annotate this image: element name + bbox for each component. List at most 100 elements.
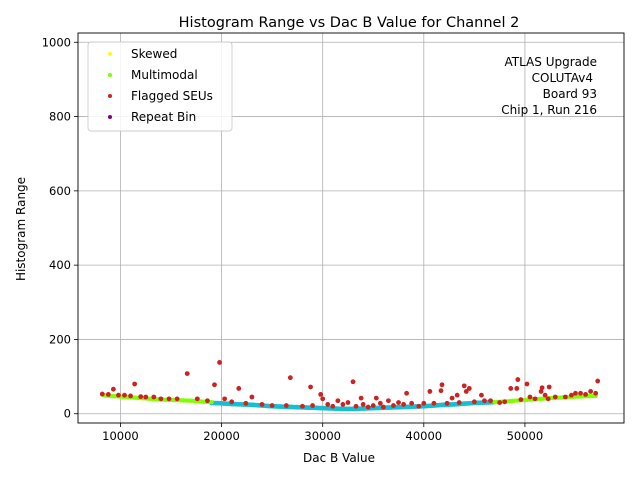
legend-label: Flagged SEUs: [131, 89, 213, 103]
flagged-seu-point: [320, 396, 326, 402]
flagged-seu-point: [249, 394, 255, 400]
flagged-seu-point: [122, 392, 127, 398]
flagged-seu-point: [243, 400, 249, 406]
legend-label: Repeat Bin: [131, 110, 196, 124]
flagged-seu-point: [583, 392, 588, 397]
multimodal-point: [209, 400, 214, 405]
flagged-seu-point: [377, 400, 383, 406]
x-tick-label: 40000: [406, 429, 443, 443]
flagged-seu-point: [588, 389, 594, 394]
y-tick-label: 400: [49, 258, 71, 272]
flagged-seu-point: [431, 400, 437, 406]
x-tick-label: 20000: [203, 429, 240, 443]
flagged-seu-point: [539, 385, 545, 391]
flagged-seu-point: [365, 404, 371, 410]
annotation-line: Board 93: [543, 87, 597, 101]
chart-title: Histogram Range vs Dac B Value for Chann…: [179, 15, 520, 31]
flagged-seu-point: [269, 403, 275, 408]
flagged-seu-point: [396, 400, 401, 405]
flagged-seu-point: [116, 392, 121, 398]
flagged-seu-point: [552, 394, 558, 400]
flagged-seu-point: [391, 403, 396, 408]
flagged-seu-point: [463, 389, 469, 394]
legend-label: Multimodal: [131, 68, 198, 82]
data-points: [99, 360, 601, 412]
flagged-seu-point: [515, 377, 521, 382]
flagged-seu-point: [532, 396, 538, 402]
flagged-seu-point: [151, 394, 157, 400]
annotation-block: ATLAS Upgrade COLUTAv4 Board 93 Chip 1, …: [501, 55, 597, 117]
y-tick-label: 800: [49, 110, 71, 124]
x-tick-label: 30000: [304, 429, 341, 443]
flagged-seu-point: [174, 396, 180, 402]
flagged-seu-point: [538, 389, 544, 394]
flagged-seu-point: [380, 404, 386, 410]
flagged-seu-point: [105, 392, 111, 397]
flagged-seu-point: [205, 398, 210, 404]
flagged-seu-point: [466, 386, 472, 391]
flagged-seu-point: [545, 396, 551, 402]
y-tick-label: 600: [49, 184, 71, 198]
flagged-seu-point: [110, 386, 116, 392]
flagged-seu-point: [409, 400, 415, 406]
annotation-line: Chip 1, Run 216: [501, 103, 597, 117]
flagged-seu-point: [573, 390, 578, 396]
legend: Skewed Multimodal Flagged SEUs Repeat Bin: [87, 41, 233, 132]
y-axis-label: Histogram Range: [14, 177, 28, 281]
flagged-seu-point: [518, 397, 524, 402]
legend-marker: [108, 115, 112, 119]
flagged-seu-point: [287, 375, 293, 381]
flagged-seu-point: [217, 360, 222, 365]
flagged-seu-point: [373, 395, 379, 401]
plot-frame: [77, 32, 625, 424]
flagged-seu-point: [353, 403, 359, 409]
flagged-seu-point: [358, 395, 364, 401]
flagged-seu-point: [461, 383, 467, 389]
legend-frame: [87, 41, 233, 132]
flagged-seu-point: [184, 371, 190, 376]
flagged-seu-point: [482, 398, 487, 404]
flagged-seu-point: [508, 386, 514, 391]
flagged-seu-point: [471, 399, 477, 405]
y-tick-label: 1000: [42, 35, 71, 49]
y-tick-label: 0: [64, 407, 71, 421]
y-tick-label: 200: [49, 332, 71, 346]
flagged-seu-point: [456, 400, 462, 405]
flagged-seu-point: [454, 392, 460, 398]
flagged-seu-point: [283, 403, 289, 408]
flagged-seu-point: [194, 396, 200, 402]
flagged-seu-point: [212, 382, 217, 388]
x-axis-label: Dac B Value: [303, 451, 375, 465]
flagged-seu-point: [444, 400, 450, 406]
flagged-seu-point: [236, 386, 242, 391]
flagged-seu-point: [527, 394, 533, 400]
flagged-seu-point: [595, 378, 601, 384]
legend-label: Skewed: [131, 47, 177, 61]
flagged-seu-point: [479, 392, 484, 398]
legend-marker: [108, 73, 112, 77]
flagged-seu-point: [350, 379, 356, 385]
flagged-seu-point: [143, 394, 149, 400]
flagged-seu-point: [335, 398, 341, 404]
flagged-seu-point: [578, 390, 583, 396]
flagged-seu-point: [524, 381, 530, 387]
flagged-seu-point: [416, 403, 422, 409]
flagged-seu-point: [132, 381, 138, 387]
x-tick-label: 10000: [102, 429, 139, 443]
series-baseline: [209, 399, 495, 412]
flagged-seu-point: [562, 394, 568, 400]
flagged-seu-point: [514, 386, 520, 391]
flagged-seu-point: [439, 382, 445, 388]
flagged-seu-point: [370, 403, 376, 408]
flagged-seu-point: [310, 403, 315, 408]
flagged-seu-point: [325, 402, 331, 407]
flagged-seu-point: [138, 394, 144, 400]
flagged-seu-point: [158, 396, 164, 402]
flagged-seu-point: [360, 402, 366, 407]
flagged-seu-point: [542, 392, 548, 398]
flagged-seu-point: [300, 403, 305, 409]
axis-ticks: 10000 20000 30000 40000 50000 0 200 400 600 800 10…: [42, 35, 543, 443]
flagged-seu-point: [386, 398, 391, 404]
flagged-seu-point: [449, 395, 455, 401]
